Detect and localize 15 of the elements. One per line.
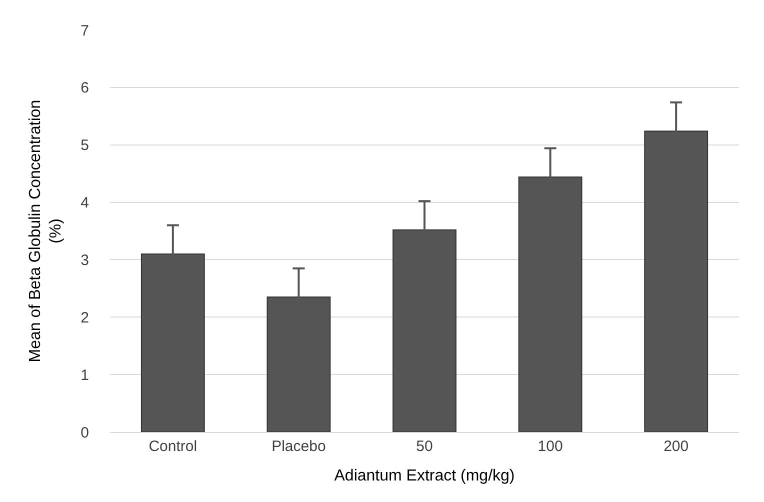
y-tick-label: 2 <box>80 309 89 326</box>
x-tick-label: 50 <box>416 438 433 455</box>
x-tick-label: Placebo <box>272 438 326 455</box>
y-tick-label: 7 <box>80 22 89 40</box>
y-tick-label: 0 <box>80 424 89 442</box>
y-tick-label: 1 <box>80 366 89 384</box>
y-tick-label: 6 <box>80 80 89 97</box>
y-tick-label: 5 <box>80 137 89 154</box>
x-tick-label: 200 <box>664 438 689 455</box>
x-tick-label: 100 <box>538 438 563 455</box>
y-axis-title: Mean of Beta Globulin Concentration (%) <box>26 100 65 362</box>
x-tick-label: Control <box>148 438 198 455</box>
y-tick-label: 3 <box>80 252 89 269</box>
x-axis-title: Adiantum Extract (mg/kg) <box>334 468 515 485</box>
y-tick-label: 4 <box>80 194 89 212</box>
